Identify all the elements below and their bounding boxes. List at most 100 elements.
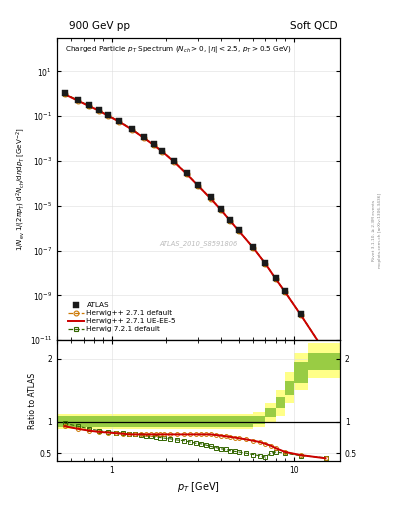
Herwig++ 2.7.1 UE-EE-5: [97, 108, 101, 114]
Herwig 7.2.1 default: [75, 97, 80, 103]
Herwig 7.2.1 default: [196, 183, 201, 189]
ATLAS: [141, 134, 146, 140]
Herwig++ 2.7.1 default: [97, 108, 101, 114]
Bar: [239, 414, 253, 430]
Herwig++ 2.7.1 default: [263, 261, 268, 267]
Herwig++ 2.7.1 UE-EE-5: [62, 91, 67, 97]
ATLAS: [172, 158, 176, 164]
Herwig++ 2.7.1 UE-EE-5: [237, 228, 241, 234]
Herwig++ 2.7.1 UE-EE-5: [263, 261, 268, 267]
Text: Rivet 3.1.10, ≥ 2.3M events: Rivet 3.1.10, ≥ 2.3M events: [372, 200, 376, 261]
X-axis label: $p_T$ [GeV]: $p_T$ [GeV]: [177, 480, 220, 494]
Herwig 7.2.1 default: [237, 228, 241, 234]
Herwig++ 2.7.1 default: [172, 159, 176, 165]
Bar: [308, 353, 340, 370]
Herwig 7.2.1 default: [151, 141, 156, 147]
Herwig 7.2.1 default: [97, 107, 101, 113]
Herwig++ 2.7.1 default: [62, 91, 67, 97]
Herwig 7.2.1 default: [274, 276, 278, 282]
ATLAS: [283, 288, 288, 294]
Herwig 7.2.1 default: [263, 261, 268, 267]
Herwig 7.2.1 default: [208, 195, 213, 201]
ATLAS: [237, 227, 241, 233]
Bar: [294, 353, 308, 390]
Herwig++ 2.7.1 UE-EE-5: [228, 218, 233, 224]
Line: Herwig++ 2.7.1 default: Herwig++ 2.7.1 default: [62, 92, 328, 355]
ATLAS: [86, 102, 91, 109]
ATLAS: [251, 244, 255, 250]
Bar: [265, 403, 276, 422]
ATLAS: [323, 349, 328, 355]
Herwig 7.2.1 default: [160, 148, 165, 155]
Herwig++ 2.7.1 UE-EE-5: [130, 127, 135, 133]
ATLAS: [274, 275, 278, 281]
Herwig++ 2.7.1 UE-EE-5: [323, 350, 328, 356]
Herwig 7.2.1 default: [105, 112, 110, 118]
Herwig 7.2.1 default: [86, 102, 91, 109]
Herwig++ 2.7.1 UE-EE-5: [251, 245, 255, 251]
ATLAS: [299, 311, 303, 317]
Bar: [57, 416, 239, 428]
Herwig++ 2.7.1 UE-EE-5: [141, 135, 146, 141]
Bar: [294, 362, 308, 383]
Line: Herwig++ 2.7.1 UE-EE-5: Herwig++ 2.7.1 UE-EE-5: [64, 94, 325, 353]
Herwig++ 2.7.1 default: [323, 350, 328, 356]
Bar: [276, 390, 285, 416]
Herwig++ 2.7.1 default: [141, 135, 146, 141]
Herwig 7.2.1 default: [141, 134, 146, 140]
Herwig++ 2.7.1 default: [196, 183, 201, 189]
Herwig++ 2.7.1 UE-EE-5: [117, 119, 121, 125]
Bar: [253, 412, 265, 427]
Herwig++ 2.7.1 UE-EE-5: [160, 148, 165, 155]
Herwig++ 2.7.1 default: [117, 119, 121, 125]
ATLAS: [263, 260, 268, 266]
Herwig++ 2.7.1 default: [151, 142, 156, 148]
ATLAS: [160, 147, 165, 154]
Herwig++ 2.7.1 default: [75, 97, 80, 103]
Y-axis label: $1/N_{\rm ev}\;1/(2\pi p_T)\;{\rm d}^2N_{\rm ch}/{\rm d}\eta{\rm d}p_T\;[{\rm Ge: $1/N_{\rm ev}\;1/(2\pi p_T)\;{\rm d}^2N_…: [14, 127, 27, 251]
Herwig++ 2.7.1 default: [251, 245, 255, 251]
Herwig 7.2.1 default: [323, 349, 328, 355]
Herwig 7.2.1 default: [62, 91, 67, 97]
Herwig++ 2.7.1 UE-EE-5: [86, 103, 91, 109]
Herwig++ 2.7.1 UE-EE-5: [172, 159, 176, 165]
ATLAS: [151, 141, 156, 147]
Herwig++ 2.7.1 UE-EE-5: [105, 113, 110, 119]
ATLAS: [105, 112, 110, 118]
Herwig++ 2.7.1 default: [130, 127, 135, 133]
Herwig++ 2.7.1 default: [283, 289, 288, 295]
Bar: [239, 416, 253, 428]
ATLAS: [97, 106, 101, 113]
Herwig 7.2.1 default: [172, 158, 176, 164]
Herwig 7.2.1 default: [130, 126, 135, 133]
Herwig++ 2.7.1 UE-EE-5: [274, 276, 278, 282]
Herwig++ 2.7.1 default: [160, 148, 165, 155]
Herwig++ 2.7.1 UE-EE-5: [299, 312, 303, 318]
Herwig 7.2.1 default: [228, 218, 233, 224]
Bar: [308, 343, 340, 378]
Text: Charged Particle $p_T$ Spectrum ($N_{ch}>0$, $|\eta|<2.5$, $p_T>0.5$ GeV): Charged Particle $p_T$ Spectrum ($N_{ch}…: [66, 45, 292, 55]
Herwig++ 2.7.1 UE-EE-5: [208, 196, 213, 202]
Herwig++ 2.7.1 UE-EE-5: [75, 97, 80, 103]
Herwig 7.2.1 default: [219, 207, 224, 213]
Line: ATLAS: ATLAS: [61, 90, 329, 355]
Herwig++ 2.7.1 UE-EE-5: [219, 207, 224, 213]
Line: Herwig 7.2.1 default: Herwig 7.2.1 default: [62, 91, 328, 355]
ATLAS: [117, 118, 121, 124]
Y-axis label: Ratio to ATLAS: Ratio to ATLAS: [28, 372, 37, 429]
Herwig++ 2.7.1 default: [299, 312, 303, 318]
ATLAS: [228, 217, 233, 223]
ATLAS: [75, 97, 80, 103]
ATLAS: [62, 90, 67, 96]
Herwig 7.2.1 default: [117, 118, 121, 124]
Herwig 7.2.1 default: [185, 171, 189, 177]
Herwig++ 2.7.1 UE-EE-5: [196, 183, 201, 189]
ATLAS: [219, 206, 224, 212]
Bar: [57, 414, 239, 430]
Herwig 7.2.1 default: [251, 245, 255, 251]
Herwig++ 2.7.1 default: [228, 218, 233, 224]
Herwig++ 2.7.1 UE-EE-5: [151, 142, 156, 148]
Text: 900 GeV pp: 900 GeV pp: [69, 20, 130, 31]
Bar: [276, 397, 285, 408]
Bar: [253, 416, 265, 424]
